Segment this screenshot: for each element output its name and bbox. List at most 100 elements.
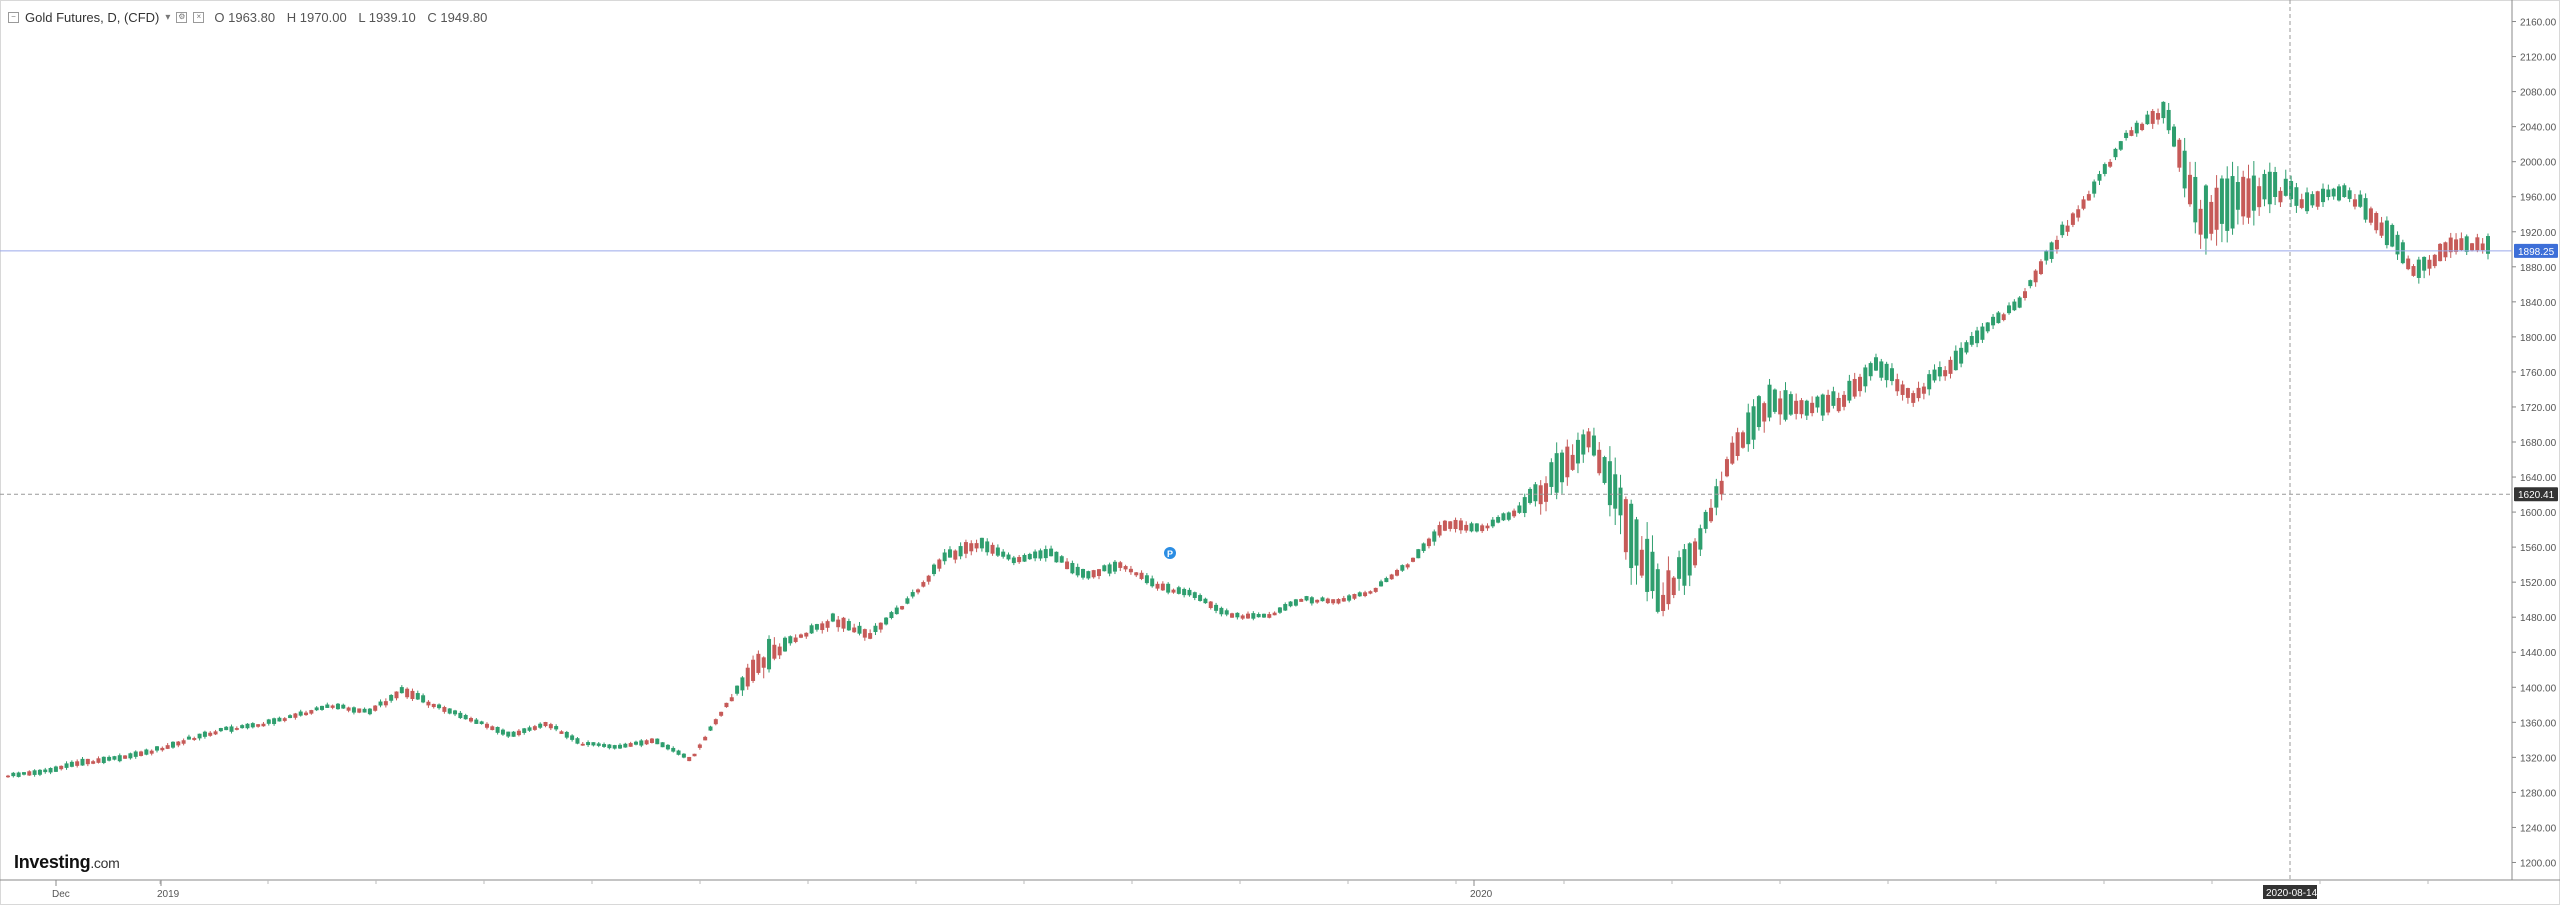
candle[interactable] (309, 709, 314, 715)
candle[interactable] (2342, 183, 2347, 198)
candle[interactable] (963, 539, 968, 559)
candle[interactable] (490, 725, 495, 731)
candle[interactable] (1826, 389, 1831, 416)
candle[interactable] (325, 702, 330, 708)
candle[interactable] (2070, 212, 2075, 228)
candle[interactable] (351, 706, 356, 715)
candle[interactable] (2379, 216, 2384, 238)
candle[interactable] (2001, 312, 2006, 322)
candle[interactable] (272, 717, 277, 726)
candle[interactable] (1730, 436, 1735, 465)
candle[interactable] (2363, 193, 2368, 223)
candle[interactable] (740, 676, 745, 696)
candle[interactable] (1629, 499, 1634, 585)
candle[interactable] (335, 702, 340, 710)
candle[interactable] (2012, 299, 2017, 312)
candle[interactable] (644, 739, 649, 746)
candle[interactable] (1357, 591, 1362, 597)
candle[interactable] (1043, 545, 1048, 562)
candle[interactable] (1139, 570, 1144, 581)
candle[interactable] (1442, 519, 1447, 532)
candle[interactable] (2321, 183, 2326, 208)
candle[interactable] (2432, 253, 2437, 269)
candle[interactable] (788, 635, 793, 646)
candle[interactable] (64, 761, 69, 770)
candle[interactable] (868, 629, 873, 640)
candle[interactable] (1469, 521, 1474, 533)
candle[interactable] (1267, 611, 1272, 619)
candle[interactable] (665, 744, 670, 751)
candle[interactable] (1474, 523, 1479, 533)
candle[interactable] (1570, 444, 1575, 471)
candle[interactable] (697, 743, 702, 750)
candle[interactable] (1591, 427, 1596, 457)
candle[interactable] (389, 694, 394, 703)
candle[interactable] (511, 731, 516, 737)
candle[interactable] (96, 756, 101, 764)
candle[interactable] (2331, 187, 2336, 200)
candle[interactable] (1261, 613, 1266, 618)
candle[interactable] (1586, 428, 1591, 453)
candle[interactable] (1666, 556, 1671, 610)
candle[interactable] (1980, 322, 1985, 343)
candle[interactable] (101, 756, 106, 765)
candle[interactable] (112, 755, 117, 761)
candle[interactable] (2129, 126, 2134, 137)
candle[interactable] (1501, 512, 1506, 522)
candle[interactable] (990, 542, 995, 556)
candle[interactable] (2225, 166, 2230, 243)
candle[interactable] (2241, 170, 2246, 225)
candle[interactable] (1432, 529, 1437, 546)
candle[interactable] (139, 750, 144, 757)
candle[interactable] (1911, 390, 1916, 407)
candle[interactable] (1852, 372, 1857, 399)
candle[interactable] (293, 712, 298, 720)
candle[interactable] (825, 619, 830, 632)
candle[interactable] (1863, 364, 1868, 393)
candle[interactable] (1879, 358, 1884, 381)
candle[interactable] (586, 740, 591, 747)
candle[interactable] (1118, 560, 1123, 572)
candle[interactable] (947, 546, 952, 558)
candle[interactable] (1033, 549, 1038, 562)
candle[interactable] (1900, 380, 1905, 401)
candle[interactable] (2336, 184, 2341, 202)
candle[interactable] (1128, 565, 1133, 575)
candle[interactable] (2172, 124, 2177, 148)
candle[interactable] (1246, 611, 1250, 619)
candle[interactable] (208, 731, 213, 737)
candle[interactable] (745, 663, 750, 690)
candle[interactable] (1682, 544, 1687, 595)
candle[interactable] (1363, 590, 1368, 598)
candle[interactable] (1171, 588, 1176, 594)
candle[interactable] (713, 718, 718, 726)
candle[interactable] (2305, 187, 2310, 214)
candle[interactable] (1490, 517, 1495, 529)
candle[interactable] (1240, 614, 1245, 620)
candle[interactable] (932, 563, 937, 577)
candle[interactable] (1724, 456, 1729, 478)
candle[interactable] (1655, 563, 1660, 614)
close-icon[interactable]: × (193, 12, 205, 23)
candle[interactable] (1905, 387, 1910, 404)
candle[interactable] (2081, 196, 2086, 211)
candle[interactable] (1405, 563, 1410, 570)
candle[interactable] (1836, 392, 1841, 413)
candle[interactable] (37, 769, 42, 777)
candle[interactable] (304, 710, 309, 716)
candle[interactable] (2273, 166, 2278, 206)
candle[interactable] (2086, 190, 2091, 201)
candle[interactable] (953, 549, 958, 564)
candle[interactable] (1017, 554, 1022, 564)
candle[interactable] (186, 734, 191, 740)
candle[interactable] (1544, 476, 1549, 512)
candle[interactable] (1985, 322, 1990, 334)
candle[interactable] (1214, 602, 1219, 614)
candle[interactable] (900, 605, 905, 611)
candle[interactable] (554, 724, 559, 732)
candle[interactable] (1565, 439, 1570, 486)
candle[interactable] (2092, 179, 2097, 198)
candle[interactable] (1687, 542, 1692, 587)
candle[interactable] (942, 549, 947, 565)
candle[interactable] (1597, 442, 1602, 476)
